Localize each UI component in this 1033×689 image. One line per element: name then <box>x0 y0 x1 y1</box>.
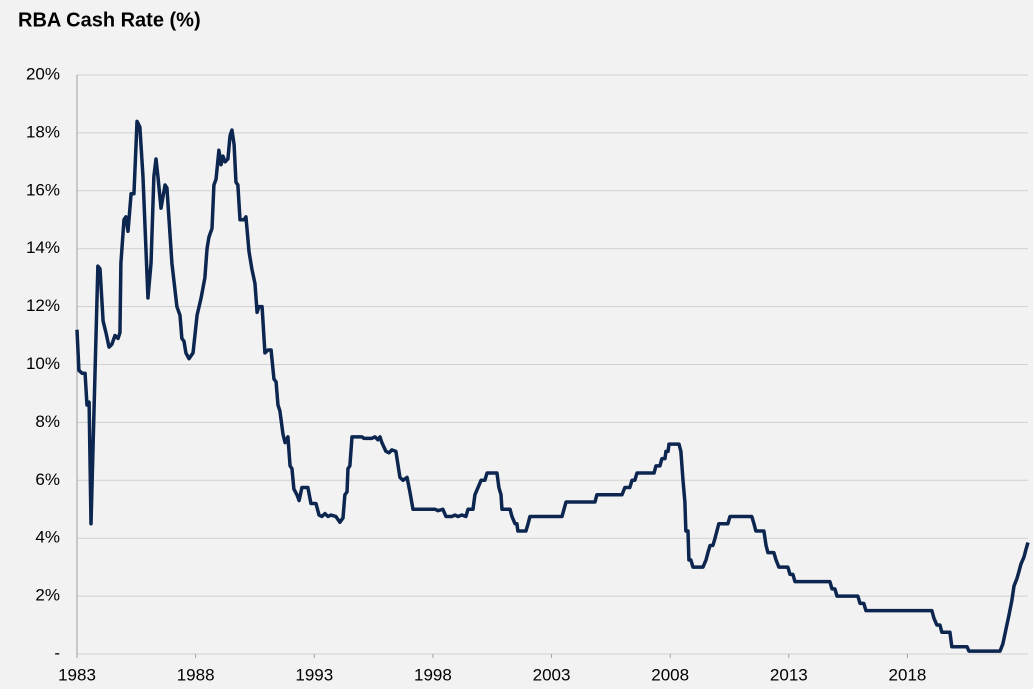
y-tick-label: 8% <box>35 412 60 431</box>
y-tick-label: 12% <box>26 296 60 315</box>
x-tick-label: 1998 <box>414 665 452 684</box>
x-tick-label: 1983 <box>58 665 96 684</box>
y-tick-label: 20% <box>26 64 60 83</box>
x-tick-label: 1993 <box>295 665 333 684</box>
x-tick-label: 2008 <box>651 665 689 684</box>
data-line <box>75 119 1030 653</box>
y-tick-label: 14% <box>26 238 60 257</box>
y-tick-label: 18% <box>26 122 60 141</box>
x-tick-label: 1988 <box>177 665 215 684</box>
y-tick-label: 4% <box>35 528 60 547</box>
chart-title: RBA Cash Rate (%) <box>18 9 201 31</box>
x-tick-label: 2018 <box>889 665 927 684</box>
y-tick-label: 16% <box>26 180 60 199</box>
y-tick-label: 10% <box>26 354 60 373</box>
x-tick-label: 2013 <box>770 665 808 684</box>
y-tick-label: - <box>54 643 60 662</box>
x-tick-label: 2003 <box>533 665 571 684</box>
y-tick-label: 2% <box>35 586 60 605</box>
y-tick-label: 6% <box>35 470 60 489</box>
